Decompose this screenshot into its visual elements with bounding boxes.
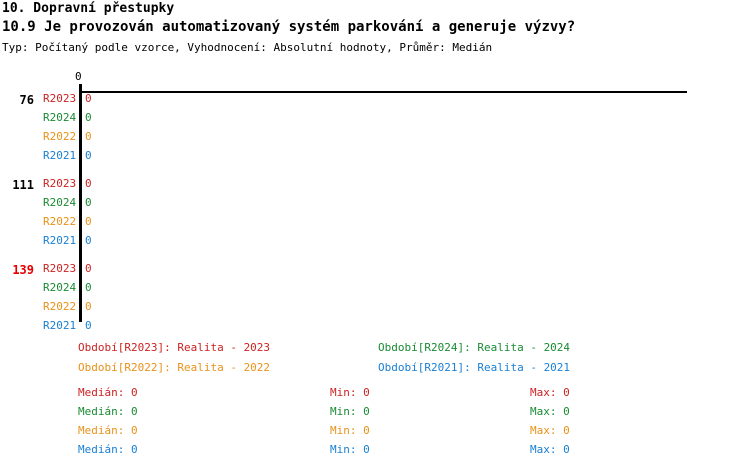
chart-plot-area: 0 76 R2023 0 R2024 0 R2022 0 R2021 0 111 R2023 0 R20…: [0, 60, 750, 333]
bar-row[interactable]: R2023 0: [0, 92, 750, 106]
stat-max-value: Max: 0: [530, 443, 570, 456]
chart-meta-line: Typ: Počítaný podle vzorce, Vyhodnocení:…: [2, 41, 493, 54]
question-title: 10.9 Je provozován automatizovaný systém…: [2, 19, 576, 35]
legend-item[interactable]: Období[R2022]: Realita - 2022: [78, 361, 271, 374]
bar-row[interactable]: R2022 0: [0, 130, 750, 144]
legend-item[interactable]: Období[R2024]: Realita - 2024: [378, 341, 571, 354]
bar-value-label: 0: [85, 196, 92, 209]
bar-row-label: R2021: [43, 319, 77, 332]
bar-row-label: R2023: [43, 262, 77, 275]
bar-row-label: R2023: [43, 92, 77, 105]
stat-row: Medián: 0 Min: 0 Max: 0: [0, 405, 750, 423]
group-total-label: 76: [19, 93, 34, 107]
stat-min-value: Min: 0: [330, 424, 370, 437]
stat-row: Medián: 0 Min: 0 Max: 0: [0, 424, 750, 442]
bar-value-label: 0: [85, 300, 92, 313]
legend-item[interactable]: Období[R2023]: Realita - 2023: [78, 341, 271, 354]
bar-row[interactable]: R2021 0: [0, 149, 750, 163]
legend-item[interactable]: Období[R2021]: Realita - 2021: [378, 361, 571, 374]
bar-value-label: 0: [85, 281, 92, 294]
bar-value-label: 0: [85, 149, 92, 162]
group-total-label: 111: [12, 178, 34, 192]
stat-median-value: Medián: 0: [78, 424, 138, 437]
bar-value-label: 0: [85, 215, 92, 228]
bar-value-label: 0: [85, 234, 92, 247]
stat-min-value: Min: 0: [330, 443, 370, 456]
bar-row[interactable]: R2021 0: [0, 234, 750, 248]
page-title: 10. Dopravní přestupky: [2, 1, 175, 16]
stat-median-value: Medián: 0: [78, 443, 138, 456]
axis-tick-label-zero: 0: [75, 70, 82, 83]
bar-row[interactable]: R2021 0: [0, 319, 750, 333]
bar-row[interactable]: R2024 0: [0, 111, 750, 125]
stat-min-value: Min: 0: [330, 386, 370, 399]
bar-value-label: 0: [85, 130, 92, 143]
stat-row: Medián: 0 Min: 0 Max: 0: [0, 386, 750, 404]
stat-median-value: Medián: 0: [78, 405, 138, 418]
group-total-label: 139: [12, 263, 34, 277]
bar-value-label: 0: [85, 111, 92, 124]
axis-top-rule: [80, 91, 687, 93]
stat-row: Medián: 0 Min: 0 Max: 0: [0, 443, 750, 461]
bar-row-label: R2021: [43, 149, 77, 162]
stat-max-value: Max: 0: [530, 405, 570, 418]
bar-value-label: 0: [85, 319, 92, 332]
stat-max-value: Max: 0: [530, 386, 570, 399]
stat-median-value: Medián: 0: [78, 386, 138, 399]
bar-row[interactable]: R2024 0: [0, 196, 750, 210]
bar-row[interactable]: R2023 0: [0, 262, 750, 276]
bar-value-label: 0: [85, 177, 92, 190]
chart-legend: Období[R2023]: Realita - 2023 Období[R202…: [0, 340, 750, 376]
bar-row-label: R2022: [43, 215, 77, 228]
chart-statistics: Medián: 0 Min: 0 Max: 0 Medián: 0 Min: 0 Max:…: [0, 386, 750, 472]
bar-value-label: 0: [85, 92, 92, 105]
bar-row-label: R2024: [43, 281, 77, 294]
bar-row-label: R2022: [43, 130, 77, 143]
bar-row-label: R2021: [43, 234, 77, 247]
bar-row[interactable]: R2022 0: [0, 215, 750, 229]
bar-row[interactable]: R2023 0: [0, 177, 750, 191]
bar-row-label: R2024: [43, 111, 77, 124]
bar-row-label: R2023: [43, 177, 77, 190]
stat-min-value: Min: 0: [330, 405, 370, 418]
axis-zero-line: [79, 84, 82, 322]
bar-row-label: R2022: [43, 300, 77, 313]
stat-max-value: Max: 0: [530, 424, 570, 437]
bar-row[interactable]: R2022 0: [0, 300, 750, 314]
bar-value-label: 0: [85, 262, 92, 275]
bar-row-label: R2024: [43, 196, 77, 209]
bar-row[interactable]: R2024 0: [0, 281, 750, 295]
